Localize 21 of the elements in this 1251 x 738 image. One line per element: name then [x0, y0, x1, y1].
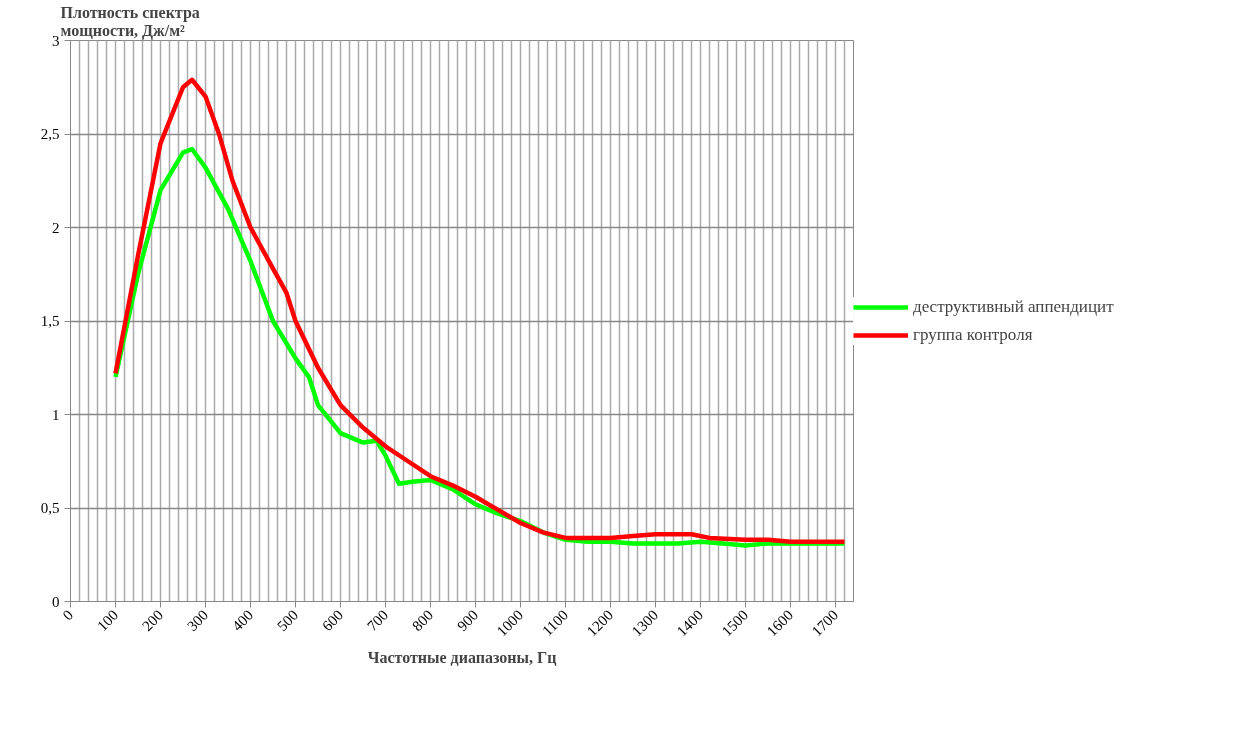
- x-tick-label: 200: [138, 606, 167, 635]
- x-tick-label: 600: [318, 606, 347, 635]
- x-tick-label: 500: [273, 606, 302, 635]
- x-axis-title: Частотные диапазоны, Гц: [367, 648, 557, 666]
- x-tick-label: 100: [93, 606, 122, 635]
- y-tick-label: 0: [52, 593, 60, 610]
- legend-label: деструктивный аппендицит: [913, 296, 1114, 317]
- y-tick-label: 0,5: [40, 500, 60, 516]
- x-tick-label: 300: [183, 606, 212, 635]
- legend-label: группа контроля: [913, 324, 1033, 345]
- y-tick-label: 1,5: [40, 313, 60, 329]
- x-tick-label: 400: [228, 606, 257, 635]
- y-tick-label: 2,5: [40, 126, 60, 142]
- line-series: [113, 77, 847, 544]
- y-tick-label: 1: [52, 406, 60, 423]
- x-tick-label: 700: [363, 606, 392, 635]
- x-tick-label: 800: [408, 606, 437, 635]
- y-axis-title: Плотность спектра мощности, Дж/м²: [60, 3, 200, 41]
- y-tick-label: 3: [52, 32, 60, 49]
- y-tick-label: 2: [52, 219, 60, 236]
- x-tick-label: 900: [453, 606, 482, 635]
